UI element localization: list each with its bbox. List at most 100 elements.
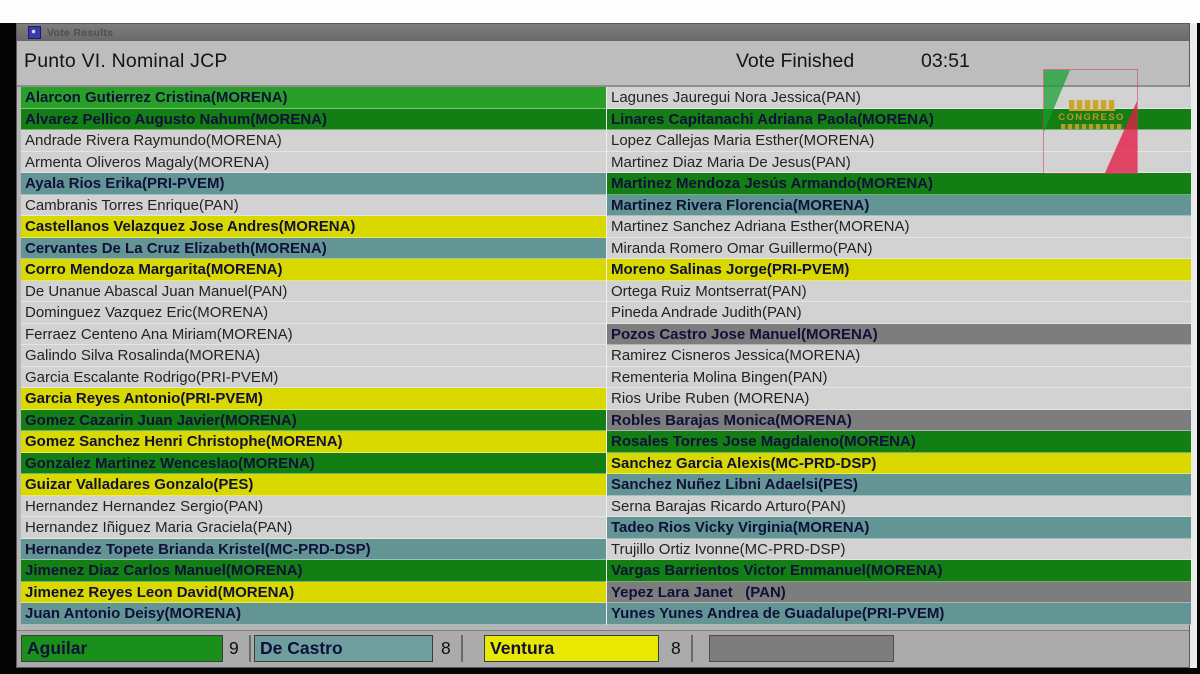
deputy-row: Jimenez Reyes Leon David(MORENA): [21, 581, 606, 603]
deputy-name: Guizar Valladares Gonzalo(PES): [25, 476, 254, 493]
session-header: Punto VI. Nominal JCP Vote Finished 03:5…: [17, 41, 1189, 87]
vote-status-label: Vote Finished: [736, 50, 855, 72]
deputy-name: Lagunes Jauregui Nora Jessica(PAN): [611, 89, 861, 106]
deputy-name: Jimenez Diaz Carlos Manuel(MORENA): [25, 562, 303, 579]
deputy-name: De Unanue Abascal Juan Manuel(PAN): [25, 282, 288, 300]
deputy-name: Garcia Reyes Antonio(PRI-PVEM): [25, 390, 263, 407]
deputy-row: Guizar Valladares Gonzalo(PES): [21, 474, 606, 496]
deputy-name: Castellanos Velazquez Jose Andres(MORENA…: [25, 218, 356, 235]
deputy-name: Tadeo Rios Vicky Virginia(MORENA): [611, 519, 870, 536]
deputy-row: Martinez Sanchez Adriana Esther(MORENA): [607, 216, 1191, 238]
deputy-name: Armenta Oliveros Magaly(MORENA): [25, 153, 270, 171]
window-title: Vote Results: [47, 26, 114, 39]
deputy-name: Pozos Castro Jose Manuel(MORENA): [611, 325, 878, 343]
deputy-name: Martinez Rivera Florencia(MORENA): [611, 196, 870, 214]
deputy-row: Juan Antonio Deisy(MORENA): [21, 603, 606, 625]
deputy-row: Gonzalez Martinez Wenceslao(MORENA): [21, 452, 606, 474]
deputy-name: Martinez Mendoza Jesús Armando(MORENA): [611, 175, 933, 192]
deputy-name: Yunes Yunes Andrea de Guadalupe(PRI-PVEM…: [611, 605, 945, 622]
deputy-row: Ayala Rios Erika(PRI-PVEM): [21, 173, 606, 195]
deputy-name: Hernandez Hernandez Sergio(PAN): [25, 497, 264, 515]
deputy-name: Rios Uribe Ruben (MORENA): [611, 390, 810, 407]
deputy-name: Moreno Salinas Jorge(PRI-PVEM): [611, 261, 850, 278]
deputy-name: Trujillo Ortiz Ivonne(MC-PRD-DSP): [611, 540, 846, 558]
deputy-name: Cambranis Torres Enrique(PAN): [25, 196, 239, 214]
deputy-name: Rementeria Molina Bingen(PAN): [611, 368, 828, 386]
deputy-row: Lopez Callejas Maria Esther(MORENA): [607, 130, 1191, 152]
deputy-row: Ramirez Cisneros Jessica(MORENA): [607, 345, 1191, 367]
deputy-row: Rosales Torres Jose Magdaleno(MORENA): [607, 431, 1191, 453]
deputy-row: Hernandez Iñiguez Maria Graciela(PAN): [21, 517, 606, 539]
deputy-name: Rosales Torres Jose Magdaleno(MORENA): [611, 433, 916, 450]
desktop-right-strip: [1190, 23, 1197, 668]
deputy-row: Galindo Silva Rosalinda(MORENA): [21, 345, 606, 367]
deputy-row: Miranda Romero Omar Guillermo(PAN): [607, 237, 1191, 259]
deputy-row: Pineda Andrade Judith(PAN): [607, 302, 1191, 324]
deputy-row: Vargas Barrientos Victor Emmanuel(MORENA…: [607, 560, 1191, 582]
deputy-row: Garcia Reyes Antonio(PRI-PVEM): [21, 388, 606, 410]
tally-box-empty: [709, 635, 894, 662]
deputy-name: Robles Barajas Monica(MORENA): [611, 411, 852, 429]
deputy-name: Juan Antonio Deisy(MORENA): [25, 605, 242, 622]
deputy-name: Hernandez Iñiguez Maria Graciela(PAN): [25, 519, 293, 536]
window-titlebar[interactable]: Vote Results: [17, 24, 1189, 41]
tally-box-de-castro: De Castro: [254, 635, 433, 662]
tally-count: 8: [441, 635, 463, 662]
deputy-name: Ortega Ruiz Montserrat(PAN): [611, 282, 807, 300]
deputy-name: Pineda Andrade Judith(PAN): [611, 304, 802, 321]
deputy-name: Ayala Rios Erika(PRI-PVEM): [25, 175, 225, 192]
deputy-row: Ferraez Centeno Ana Miriam(MORENA): [21, 323, 606, 345]
vote-timer: 03:51: [921, 50, 970, 72]
deputy-name: Vargas Barrientos Victor Emmanuel(MORENA…: [611, 562, 943, 579]
deputy-row: Martinez Mendoza Jesús Armando(MORENA): [607, 173, 1191, 195]
deputy-name: Martinez Sanchez Adriana Esther(MORENA): [611, 218, 910, 235]
deputy-row: Linares Capitanachi Adriana Paola(MORENA…: [607, 108, 1191, 130]
tally-count: 9: [229, 635, 251, 662]
deputy-row: Alvarez Pellico Augusto Nahum(MORENA): [21, 108, 606, 130]
deputy-roll: Alarcon Gutierrez Cristina(MORENA) Alvare…: [21, 87, 1191, 625]
app-icon[interactable]: [28, 26, 41, 39]
deputy-row: Lagunes Jauregui Nora Jessica(PAN): [607, 87, 1191, 109]
deputy-row: Robles Barajas Monica(MORENA): [607, 409, 1191, 431]
deputy-name: Hernandez Topete Brianda Kristel(MC-PRD-…: [25, 540, 371, 558]
tally-footer: Aguilar 9 De Castro 8 Ventura 8: [17, 630, 1189, 667]
deputy-name: Andrade Rivera Raymundo(MORENA): [25, 132, 282, 149]
deputy-row: Yepez Lara Janet (PAN): [607, 581, 1191, 603]
deputy-name: Sanchez Nuñez Libni Adaelsi(PES): [611, 476, 858, 493]
roll-column-right: Lagunes Jauregui Nora Jessica(PAN) Linare…: [606, 87, 1191, 625]
deputy-name: Sanchez Garcia Alexis(MC-PRD-DSP): [611, 454, 877, 472]
deputy-row: Castellanos Velazquez Jose Andres(MORENA…: [21, 216, 606, 238]
deputy-name: Cervantes De La Cruz Elizabeth(MORENA): [25, 239, 327, 257]
deputy-row: Armenta Oliveros Magaly(MORENA): [21, 151, 606, 173]
deputy-row: Gomez Sanchez Henri Christophe(MORENA): [21, 431, 606, 453]
deputy-name: Corro Mendoza Margarita(MORENA): [25, 261, 283, 278]
deputy-name: Gonzalez Martinez Wenceslao(MORENA): [25, 454, 315, 472]
deputy-row: Tadeo Rios Vicky Virginia(MORENA): [607, 517, 1191, 539]
vote-results-window: Vote Results Punto VI. Nominal JCP Vote …: [16, 23, 1191, 668]
deputy-row: Jimenez Diaz Carlos Manuel(MORENA): [21, 560, 606, 582]
desktop-top-strip: [0, 0, 1200, 23]
deputy-row: Yunes Yunes Andrea de Guadalupe(PRI-PVEM…: [607, 603, 1191, 625]
deputy-row: Andrade Rivera Raymundo(MORENA): [21, 130, 606, 152]
tally-count: 8: [671, 635, 693, 662]
deputy-row: Martinez Rivera Florencia(MORENA): [607, 194, 1191, 216]
deputy-name: Garcia Escalante Rodrigo(PRI-PVEM): [25, 368, 279, 386]
roll-column-left: Alarcon Gutierrez Cristina(MORENA) Alvare…: [21, 87, 606, 625]
tally-box-ventura: Ventura: [484, 635, 659, 662]
deputy-row: Garcia Escalante Rodrigo(PRI-PVEM): [21, 366, 606, 388]
deputy-row: Hernandez Topete Brianda Kristel(MC-PRD-…: [21, 538, 606, 560]
deputy-name: Ferraez Centeno Ana Miriam(MORENA): [25, 325, 293, 343]
deputy-name: Martinez Diaz Maria De Jesus(PAN): [611, 153, 851, 171]
deputy-row: Dominguez Vazquez Eric(MORENA): [21, 302, 606, 324]
deputy-row: Rementeria Molina Bingen(PAN): [607, 366, 1191, 388]
deputy-name: Linares Capitanachi Adriana Paola(MORENA…: [611, 110, 934, 128]
deputy-name: Serna Barajas Ricardo Arturo(PAN): [611, 497, 846, 515]
deputy-name: Miranda Romero Omar Guillermo(PAN): [611, 239, 873, 257]
deputy-row: Rios Uribe Ruben (MORENA): [607, 388, 1191, 410]
deputy-row: Hernandez Hernandez Sergio(PAN): [21, 495, 606, 517]
deputy-name: Gomez Cazarin Juan Javier(MORENA): [25, 411, 297, 429]
tally-box-aguilar: Aguilar: [21, 635, 223, 662]
deputy-row: Sanchez Nuñez Libni Adaelsi(PES): [607, 474, 1191, 496]
deputy-row: Sanchez Garcia Alexis(MC-PRD-DSP): [607, 452, 1191, 474]
deputy-row: De Unanue Abascal Juan Manuel(PAN): [21, 280, 606, 302]
